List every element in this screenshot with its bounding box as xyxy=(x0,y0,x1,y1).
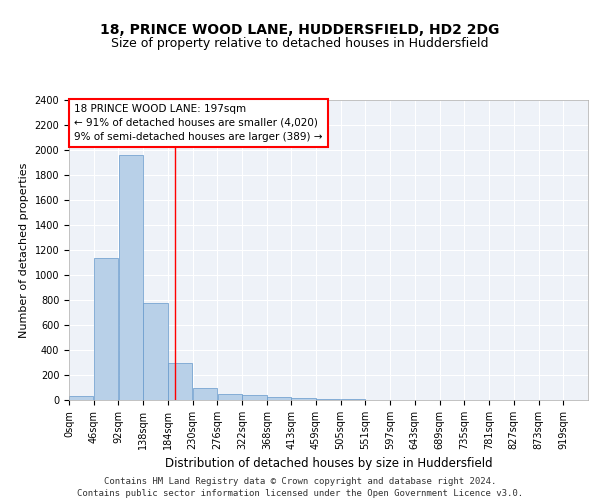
Bar xyxy=(193,388,217,400)
Text: 18 PRINCE WOOD LANE: 197sqm
← 91% of detached houses are smaller (4,020)
9% of s: 18 PRINCE WOOD LANE: 197sqm ← 91% of det… xyxy=(74,104,323,142)
Text: Contains HM Land Registry data © Crown copyright and database right 2024.
Contai: Contains HM Land Registry data © Crown c… xyxy=(77,476,523,498)
Bar xyxy=(69,396,94,400)
X-axis label: Distribution of detached houses by size in Huddersfield: Distribution of detached houses by size … xyxy=(164,458,493,470)
Bar xyxy=(242,395,266,400)
Bar xyxy=(168,362,193,400)
Bar xyxy=(94,258,118,400)
Bar xyxy=(119,155,143,400)
Bar xyxy=(143,303,168,400)
Bar xyxy=(292,398,316,400)
Bar xyxy=(267,397,292,400)
Bar xyxy=(218,394,242,400)
Text: Size of property relative to detached houses in Huddersfield: Size of property relative to detached ho… xyxy=(111,38,489,51)
Y-axis label: Number of detached properties: Number of detached properties xyxy=(19,162,29,338)
Text: 18, PRINCE WOOD LANE, HUDDERSFIELD, HD2 2DG: 18, PRINCE WOOD LANE, HUDDERSFIELD, HD2 … xyxy=(100,22,500,36)
